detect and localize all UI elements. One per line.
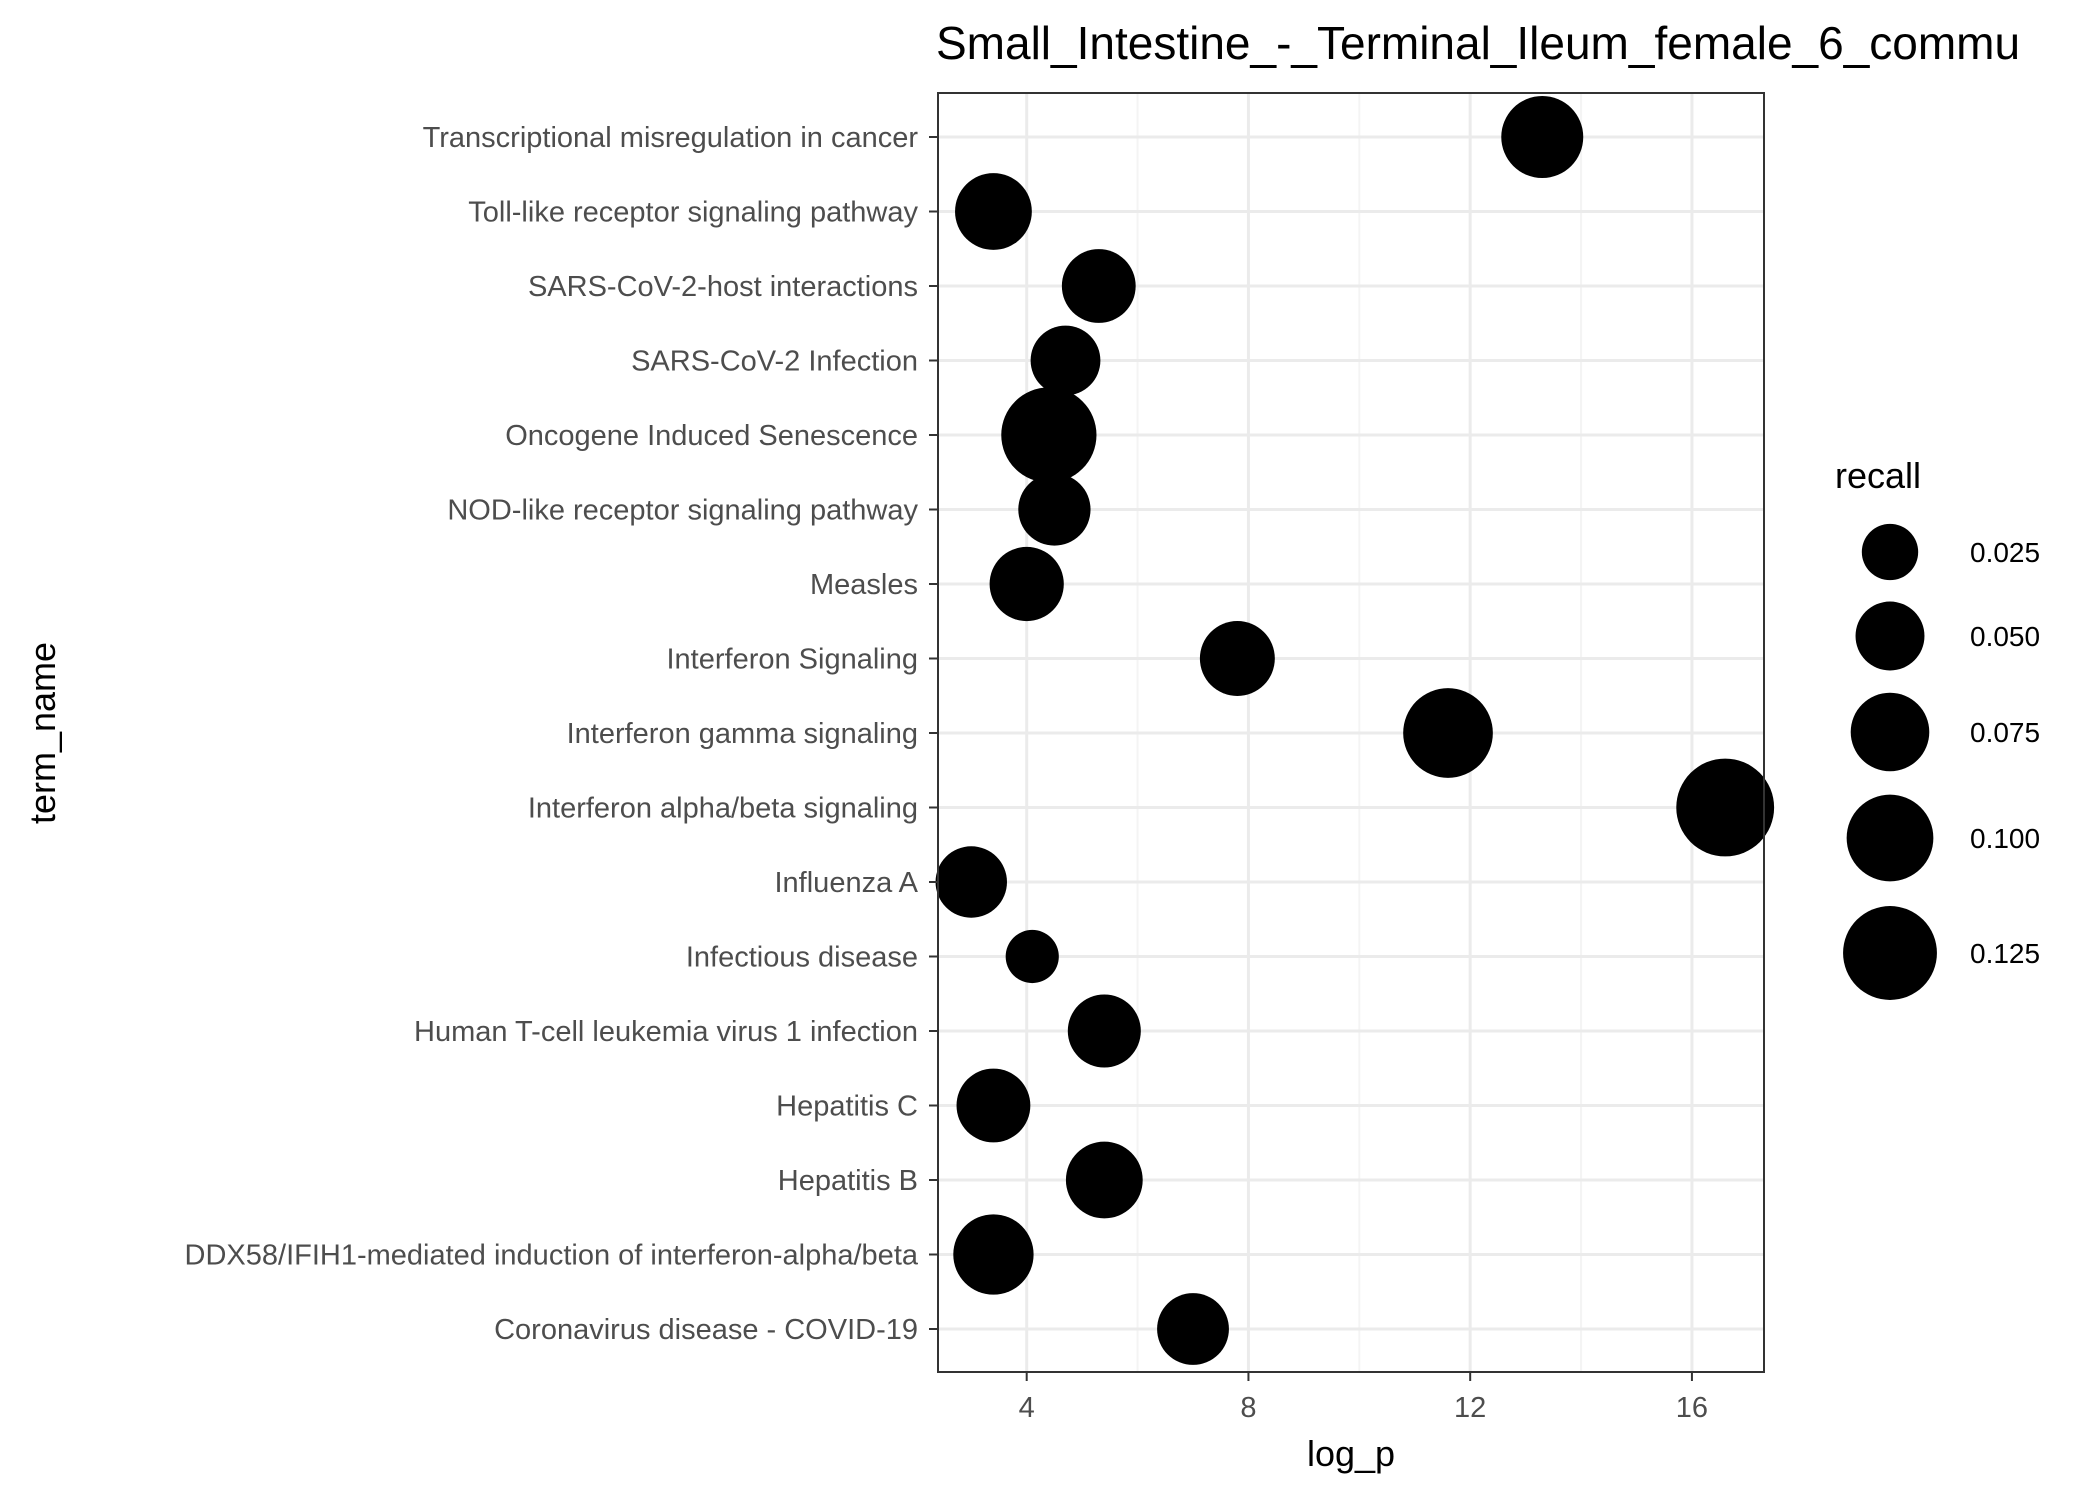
y-tick-label: Coronavirus disease - COVID-19 (494, 1314, 918, 1346)
y-tick-label: Hepatitis C (776, 1091, 918, 1123)
y-tick-label: Interferon gamma signaling (567, 718, 918, 750)
legend-title: recall (1835, 455, 1921, 496)
legend-label: 0.075 (1970, 717, 2040, 748)
legend-entries: 0.025 0.050 0.075 0.100 0.125 (1843, 523, 2040, 1000)
data-point (1061, 249, 1136, 323)
legend-key (1850, 692, 1930, 772)
points-layer (935, 96, 1775, 1365)
legend: recall 0.025 0.050 0.075 0.100 0.125 (1835, 455, 2040, 1000)
y-tick-label: Hepatitis B (778, 1165, 918, 1197)
y-tick-label: Infectious disease (686, 942, 918, 974)
x-axis: 4 8 12 16 (1019, 1372, 1708, 1424)
legend-label: 0.100 (1970, 823, 2040, 854)
y-tick-label: Influenza A (775, 867, 919, 899)
legend-key (1855, 601, 1925, 671)
y-tick-label: SARS-CoV-2-host interactions (528, 271, 918, 303)
data-point (956, 1068, 1031, 1143)
y-tick-label: Toll-like receptor signaling pathway (468, 197, 918, 229)
data-point (1030, 325, 1101, 396)
legend-key (1846, 794, 1934, 882)
y-tick-label: SARS-CoV-2 Infection (631, 346, 918, 378)
chart-title: Small_Intestine_-_Terminal_Ileum_female_… (936, 17, 2020, 69)
data-point (1001, 387, 1097, 483)
legend-key (1843, 906, 1937, 1000)
y-tick-label: Transcriptional misregulation in cancer (423, 122, 919, 154)
data-point (1199, 621, 1275, 696)
x-tick-label: 8 (1240, 1392, 1256, 1424)
data-point (935, 846, 1007, 918)
y-tick-label: NOD-like receptor signaling pathway (447, 495, 918, 527)
data-point (953, 1214, 1034, 1295)
x-tick-label: 12 (1454, 1392, 1486, 1424)
data-point (1676, 758, 1775, 857)
y-tick-label: DDX58/IFIH1-mediated induction of interf… (185, 1240, 919, 1272)
y-tick-label: Oncogene Induced Senescence (505, 420, 918, 452)
x-axis-title: log_p (1307, 1433, 1395, 1474)
y-tick-label: Interferon Signaling (667, 644, 919, 676)
y-axis-title: term_name (22, 642, 63, 824)
legend-label: 0.125 (1970, 938, 2040, 969)
legend-label: 0.050 (1970, 621, 2040, 652)
data-point (1157, 1293, 1229, 1365)
data-point (1501, 96, 1584, 178)
y-axis: Transcriptional misregulation in cancer T… (185, 122, 938, 1346)
x-tick-label: 16 (1676, 1392, 1708, 1424)
data-point (1403, 688, 1493, 778)
legend-label: 0.025 (1970, 537, 2040, 568)
data-point (1067, 994, 1141, 1068)
data-point (1018, 473, 1091, 546)
legend-key (1861, 523, 1919, 581)
data-point (1005, 929, 1059, 984)
y-tick-label: Human T-cell leukemia virus 1 infection (414, 1016, 918, 1048)
x-tick-label: 4 (1019, 1392, 1035, 1424)
data-point (989, 546, 1064, 622)
data-point (1065, 1141, 1143, 1219)
y-tick-label: Measles (810, 569, 918, 601)
data-point (955, 173, 1032, 250)
y-tick-label: Interferon alpha/beta signaling (528, 793, 918, 825)
